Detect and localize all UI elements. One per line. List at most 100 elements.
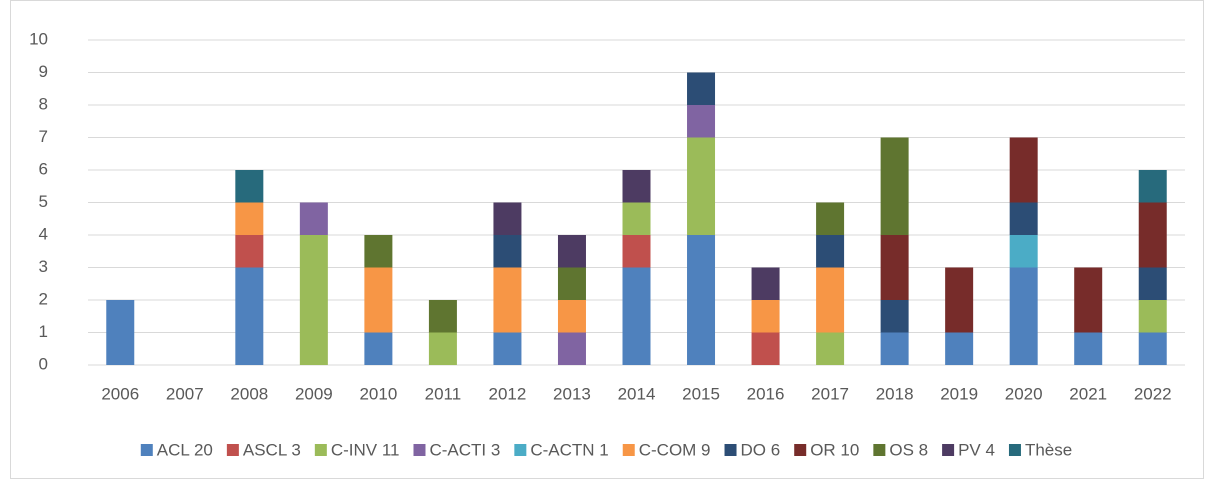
bar-segment <box>364 267 393 333</box>
legend-swatch <box>622 444 635 456</box>
y-tick-label: 2 <box>39 289 48 308</box>
bar-segment <box>1074 332 1103 365</box>
legend-label: Thèse <box>1025 440 1072 459</box>
legend-swatch <box>873 444 886 456</box>
y-tick-label: 0 <box>39 354 48 373</box>
legend-swatch <box>140 444 153 456</box>
legend-label: C-ACTN 1 <box>530 440 608 459</box>
bar-segment <box>299 235 328 365</box>
bar-segment <box>622 202 651 235</box>
bar-segment <box>945 332 974 365</box>
bar-segment <box>1138 202 1167 268</box>
bar-segment <box>493 332 522 365</box>
chart-frame <box>10 0 1204 479</box>
legend-label: PV 4 <box>958 440 995 459</box>
bar-segment <box>299 202 328 235</box>
x-tick-label: 2019 <box>940 384 978 403</box>
bar-segment <box>1138 170 1167 203</box>
bar-segment <box>1009 202 1038 235</box>
bar-segment <box>1009 235 1038 268</box>
y-tick-label: 8 <box>39 94 48 113</box>
legend-label: ASCL 3 <box>243 440 301 459</box>
y-tick-label: 1 <box>39 322 48 341</box>
bar-segment <box>1138 300 1167 333</box>
y-tick-label: 7 <box>39 127 48 146</box>
x-tick-label: 2022 <box>1134 384 1172 403</box>
x-tick-label: 2011 <box>425 384 462 403</box>
bar-segment <box>493 235 522 268</box>
bar-segment <box>945 267 974 333</box>
bar-segment <box>428 332 457 365</box>
bar-segment <box>622 235 651 268</box>
legend-label: C-INV 11 <box>331 440 400 459</box>
x-tick-label: 2018 <box>876 384 914 403</box>
y-tick-label: 9 <box>39 62 48 81</box>
x-tick-label: 2017 <box>811 384 849 403</box>
bar-segment <box>557 235 586 268</box>
x-tick-label: 2006 <box>101 384 139 403</box>
bar-segment <box>557 300 586 333</box>
bar-segment <box>1138 267 1167 300</box>
bar-segment <box>687 105 716 138</box>
bar-segment <box>687 235 716 365</box>
bar-segment <box>880 300 909 333</box>
legend-swatch <box>226 444 239 456</box>
bar-segment <box>751 267 780 300</box>
bar-segment <box>235 235 264 268</box>
bar-segment <box>364 235 393 268</box>
x-tick-label: 2015 <box>682 384 720 403</box>
legend-swatch <box>724 444 737 456</box>
x-tick-label: 2014 <box>618 384 656 403</box>
legend-swatch <box>794 444 807 456</box>
bar-segment <box>880 235 909 300</box>
bar-segment <box>1074 267 1103 333</box>
legend-swatch <box>1008 444 1021 456</box>
x-tick-label: 2008 <box>230 384 268 403</box>
bar-segment <box>235 267 264 365</box>
legend-label: DO 6 <box>741 440 781 459</box>
bar-segment <box>687 137 716 235</box>
legend-label: C-COM 9 <box>639 440 711 459</box>
x-tick-label: 2009 <box>295 384 333 403</box>
bar-segment <box>235 170 264 203</box>
bar-segment <box>816 202 845 235</box>
x-tick-label: 2012 <box>489 384 527 403</box>
legend-label: C-ACTI 3 <box>429 440 500 459</box>
legend-label: ACL 20 <box>157 440 213 459</box>
x-tick-label: 2010 <box>359 384 397 403</box>
legend-swatch <box>314 444 327 456</box>
bar-segment <box>1009 267 1038 365</box>
legend-swatch <box>942 444 955 456</box>
bar-segment <box>557 332 586 365</box>
bar-segment <box>880 332 909 365</box>
bar-segment <box>428 300 457 333</box>
x-tick-label: 2007 <box>166 384 204 403</box>
y-tick-label: 5 <box>39 192 48 211</box>
bar-segment <box>816 267 845 333</box>
y-tick-label: 4 <box>39 224 48 243</box>
bar-segment <box>106 300 135 365</box>
y-tick-label: 3 <box>39 257 48 276</box>
bar-segment <box>493 267 522 333</box>
x-tick-label: 2016 <box>747 384 785 403</box>
bar-segment <box>816 235 845 268</box>
bar-segment <box>364 332 393 365</box>
bar-segment <box>557 267 586 300</box>
legend-swatch <box>514 444 527 456</box>
legend-label: OS 8 <box>889 440 928 459</box>
bar-segment <box>493 202 522 235</box>
bar-segment <box>622 267 651 365</box>
bar-segment <box>1138 332 1167 365</box>
bar-segment <box>687 72 716 105</box>
bar-segment <box>880 137 909 235</box>
y-tick-label: 10 <box>29 29 48 48</box>
x-tick-label: 2021 <box>1069 384 1107 403</box>
bar-segment <box>816 332 845 365</box>
y-tick-label: 6 <box>39 159 48 178</box>
bar-segment <box>751 300 780 333</box>
bar-segment <box>622 170 651 203</box>
x-tick-label: 2013 <box>553 384 591 403</box>
bar-segment <box>1009 137 1038 203</box>
legend-swatch <box>413 444 426 456</box>
